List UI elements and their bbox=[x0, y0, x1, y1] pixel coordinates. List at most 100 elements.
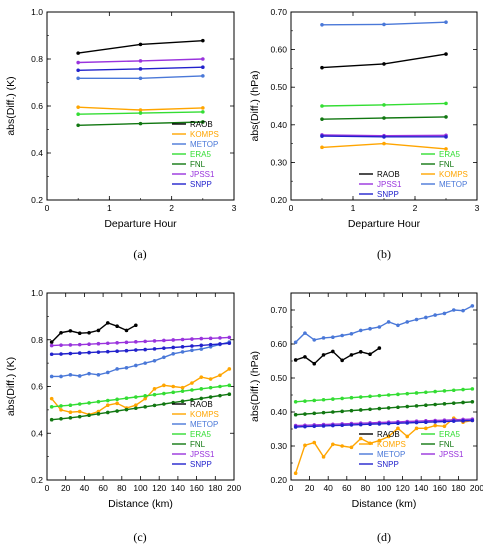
data-point-era5 bbox=[377, 393, 382, 398]
data-point-fnl bbox=[320, 117, 324, 121]
data-point-fnl bbox=[59, 416, 63, 421]
data-point-snpp bbox=[143, 347, 147, 352]
y-tick-label: 0.50 bbox=[270, 82, 287, 92]
data-point-komps bbox=[59, 408, 63, 412]
data-point-raob bbox=[124, 328, 129, 333]
data-point-metop bbox=[433, 313, 437, 317]
data-point-komps bbox=[152, 387, 157, 391]
data-point-jpss1 bbox=[76, 60, 80, 65]
x-tick-label: 60 bbox=[98, 483, 108, 493]
data-point-fnl bbox=[386, 406, 391, 410]
data-point-era5 bbox=[59, 404, 63, 408]
data-point-era5 bbox=[405, 391, 410, 396]
data-point-era5 bbox=[227, 383, 232, 388]
y-axis-label: abs(Diff.) (hPa) bbox=[249, 351, 261, 422]
data-point-era5 bbox=[293, 400, 298, 404]
data-point-fnl bbox=[201, 120, 205, 124]
data-point-raob bbox=[303, 355, 307, 359]
y-tick-label: 0.60 bbox=[270, 339, 287, 349]
data-point-jpss1 bbox=[201, 57, 205, 61]
y-tick-label: 0.40 bbox=[270, 120, 287, 130]
data-point-metop bbox=[377, 325, 382, 329]
data-point-snpp bbox=[59, 352, 63, 356]
y-axis-label: abs(Diff.) (K) bbox=[5, 76, 17, 135]
x-axis-label: Departure Hour bbox=[104, 218, 177, 230]
x-tick-label: 80 bbox=[117, 483, 127, 493]
legend-entry: KOMPS bbox=[190, 410, 219, 419]
x-tick-label: 3 bbox=[475, 203, 480, 213]
chart-panel-3: 0 20 40 60 80 100 120 140 160 180 200 0.2 0.4 0.6 0.8 1… bbox=[5, 288, 241, 544]
series-snpp bbox=[293, 418, 475, 429]
data-point-metop bbox=[442, 311, 447, 316]
x-tick-label: 180 bbox=[451, 483, 465, 493]
y-tick-label: 0.30 bbox=[270, 157, 287, 167]
series-jpss1 bbox=[49, 335, 232, 348]
data-point-raob bbox=[382, 62, 386, 66]
data-point-fnl bbox=[461, 400, 465, 405]
x-tick-label: 1 bbox=[107, 203, 112, 213]
data-point-snpp bbox=[201, 65, 205, 70]
data-point-snpp bbox=[386, 421, 391, 426]
data-point-metop bbox=[414, 317, 419, 322]
y-tick-label: 1.0 bbox=[31, 7, 43, 17]
data-point-metop bbox=[293, 340, 298, 345]
y-tick-label: 0.8 bbox=[31, 335, 43, 345]
data-point-fnl bbox=[77, 414, 82, 419]
data-point-snpp bbox=[293, 425, 298, 429]
data-point-fnl bbox=[331, 410, 335, 414]
data-point-snpp bbox=[405, 421, 410, 425]
data-point-snpp bbox=[76, 68, 80, 73]
data-point-fnl bbox=[368, 407, 372, 412]
data-point-komps bbox=[143, 396, 147, 401]
x-axis-label: Distance (km) bbox=[108, 498, 173, 510]
legend-entry: ERA5 bbox=[190, 150, 211, 159]
series-line-raob bbox=[51, 322, 137, 343]
data-point-era5 bbox=[442, 389, 447, 393]
data-point-raob bbox=[331, 349, 335, 354]
data-point-komps bbox=[180, 385, 185, 390]
data-point-era5 bbox=[424, 390, 428, 395]
legend-entry: RAOB bbox=[190, 120, 213, 129]
data-point-snpp bbox=[340, 423, 344, 428]
data-point-era5 bbox=[414, 391, 419, 395]
data-point-metop bbox=[340, 333, 344, 338]
data-point-era5 bbox=[124, 396, 129, 400]
data-point-komps bbox=[162, 383, 166, 388]
x-tick-label: 40 bbox=[323, 483, 333, 493]
data-point-komps bbox=[138, 108, 143, 112]
data-point-era5 bbox=[96, 399, 101, 404]
data-point-fnl bbox=[358, 408, 363, 412]
y-tick-label: 0.50 bbox=[270, 373, 287, 383]
chart-panel-2: 0 1 2 3 0.20 0.30 0.40 0.50 0.60 0.70 Departure Ho… bbox=[249, 7, 480, 261]
data-point-fnl bbox=[340, 409, 344, 414]
data-point-metop bbox=[87, 371, 91, 376]
series-line-metop bbox=[51, 341, 230, 378]
x-tick-label: 200 bbox=[227, 483, 241, 493]
legend-entry: JPSS1 bbox=[377, 180, 402, 189]
y-tick-label: 0.20 bbox=[270, 475, 287, 485]
data-point-raob bbox=[349, 353, 354, 357]
series-snpp bbox=[49, 341, 232, 357]
data-point-jpss1 bbox=[115, 340, 119, 345]
legend-entry: FNL bbox=[439, 440, 455, 449]
series-raob bbox=[49, 321, 138, 344]
data-point-era5 bbox=[321, 397, 326, 402]
data-point-snpp bbox=[368, 422, 372, 427]
x-tick-label: 60 bbox=[342, 483, 352, 493]
data-point-snpp bbox=[451, 419, 456, 423]
legend-entry: SNPP bbox=[190, 460, 212, 469]
legend: RAOB ERA5 KOMPS FNL METOP JPSS1 SNPP bbox=[359, 430, 464, 469]
data-point-snpp bbox=[180, 344, 185, 349]
y-tick-label: 0.2 bbox=[31, 475, 43, 485]
data-point-metop bbox=[143, 361, 147, 365]
data-point-jpss1 bbox=[171, 338, 176, 342]
x-axis-label: Departure Hour bbox=[348, 218, 421, 230]
data-point-fnl bbox=[96, 412, 101, 416]
data-point-era5 bbox=[312, 398, 317, 403]
data-point-komps bbox=[171, 384, 176, 389]
data-point-snpp bbox=[461, 419, 465, 423]
data-point-metop bbox=[461, 308, 465, 313]
data-point-era5 bbox=[444, 101, 448, 106]
data-point-snpp bbox=[321, 424, 326, 428]
